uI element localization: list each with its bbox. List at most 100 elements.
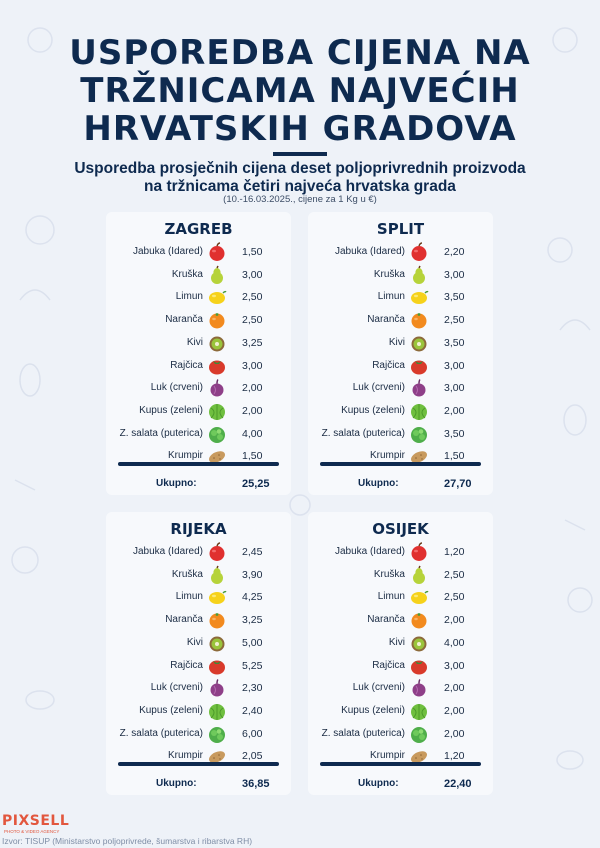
product-name: Limun (377, 291, 405, 303)
pear-icon (207, 565, 227, 585)
price-row: Krumpir 1,50 (308, 446, 493, 468)
product-name: Jabuka (Idared) (334, 246, 405, 257)
price-row: Limun 4,25 (106, 587, 291, 609)
price-value: 3,50 (444, 427, 465, 440)
price-row: Kruška 3,00 (308, 265, 493, 287)
product-name: Kivi (186, 336, 203, 348)
product-name: Z. salata (puterica) (321, 727, 405, 739)
price-row: Naranča 2,50 (308, 310, 493, 332)
product-name: Z. salata (puterica) (119, 727, 203, 739)
cabbage-icon (409, 701, 429, 721)
title-divider (273, 152, 327, 156)
price-row: Z. salata (puterica) 3,50 (308, 424, 493, 446)
kiwi-icon (409, 633, 429, 653)
product-name: Limun (377, 591, 405, 603)
potato-icon (409, 446, 429, 466)
price-value: 3,00 (444, 659, 465, 672)
price-row: Rajčica 5,25 (106, 656, 291, 678)
tomato-icon (409, 656, 429, 676)
kiwi-icon (207, 333, 227, 353)
tomato-icon (207, 356, 227, 376)
product-name: Rajčica (372, 659, 405, 671)
product-name: Luk (crveni) (150, 382, 203, 394)
price-value: 2,45 (242, 546, 263, 558)
apple-icon (207, 542, 227, 562)
price-value: 3,25 (242, 336, 263, 349)
price-row: Z. salata (puterica) 2,00 (308, 724, 493, 746)
title-line: TRŽNICAMA NAJVEĆIH (80, 71, 520, 111)
price-row: Rajčica 3,00 (308, 656, 493, 678)
product-name: Limun (175, 591, 203, 603)
total-label: Ukupno: (358, 478, 399, 489)
tomato-icon (409, 356, 429, 376)
product-name: Z. salata (puterica) (119, 427, 203, 439)
price-row: Limun 3,50 (308, 287, 493, 309)
product-name: Luk (crveni) (150, 682, 203, 694)
product-name: Kupus (zeleni) (139, 704, 203, 716)
price-value: 3,50 (444, 336, 465, 349)
price-row: Jabuka (Idared) 1,50 (106, 242, 291, 264)
price-row: Naranča 3,25 (106, 610, 291, 632)
price-value: 2,00 (444, 727, 465, 740)
price-value: 2,50 (444, 591, 465, 604)
lettuce-icon (207, 724, 227, 744)
page-title: USPOREDBA CIJENA NA TRŽNICAMA NAJVEĆIH H… (0, 34, 600, 148)
price-row: Kivi 3,25 (106, 333, 291, 355)
lettuce-icon (207, 424, 227, 444)
page-subtitle: Usporedba prosječnih cijena deset poljop… (0, 160, 600, 196)
price-value: 1,20 (444, 546, 465, 558)
price-value: 3,00 (242, 359, 263, 372)
pixsell-logo: PIXSELL (2, 813, 70, 829)
product-name: Jabuka (Idared) (334, 546, 405, 557)
city-card-zagreb: ZAGREB Jabuka (Idared) 1,50 Kruška 3,00 Limun… (106, 212, 291, 495)
product-name: Kruška (373, 568, 405, 580)
subtitle-line: Usporedba prosječnih cijena deset poljop… (74, 160, 526, 177)
onion-icon (409, 378, 429, 398)
product-name: Jabuka (Idared) (132, 546, 203, 557)
product-name: Kruška (171, 268, 203, 280)
price-value: 3,00 (242, 268, 263, 281)
orange-icon (409, 310, 429, 330)
potato-icon (207, 446, 227, 466)
product-name: Naranča (367, 314, 405, 326)
price-row: Krumpir 1,20 (308, 746, 493, 768)
price-value: 1,50 (242, 246, 263, 258)
price-value: 1,50 (444, 450, 465, 463)
total-label: Ukupno: (156, 478, 197, 489)
price-row: Z. salata (puterica) 6,00 (106, 724, 291, 746)
price-value: 4,00 (444, 636, 465, 649)
price-value: 3,00 (444, 268, 465, 281)
price-row: Rajčica 3,00 (106, 356, 291, 378)
total-divider (118, 762, 279, 766)
total-label: Ukupno: (358, 778, 399, 789)
lemon-icon (409, 287, 429, 307)
price-row: Limun 2,50 (308, 587, 493, 609)
cabbage-icon (409, 401, 429, 421)
source-note: Izvor: TISUP (Ministarstvo poljoprivrede… (2, 836, 253, 846)
price-value: 2,05 (242, 750, 263, 763)
tomato-icon (207, 656, 227, 676)
product-name: Naranča (367, 614, 405, 626)
product-name: Kupus (zeleni) (139, 404, 203, 416)
total-value: 36,85 (242, 778, 270, 790)
onion-icon (409, 678, 429, 698)
potato-icon (409, 746, 429, 766)
price-row: Rajčica 3,00 (308, 356, 493, 378)
kiwi-icon (409, 333, 429, 353)
price-value: 3,00 (444, 359, 465, 372)
price-value: 3,00 (444, 382, 465, 395)
apple-icon (207, 242, 227, 262)
product-name: Kivi (388, 336, 405, 348)
product-name: Jabuka (Idared) (132, 246, 203, 257)
price-value: 2,50 (242, 291, 263, 304)
price-row: Kruška 3,00 (106, 265, 291, 287)
product-name: Kupus (zeleni) (341, 404, 405, 416)
price-value: 2,40 (242, 704, 263, 717)
price-row: Kupus (zeleni) 2,00 (308, 701, 493, 723)
product-name: Naranča (165, 614, 203, 626)
orange-icon (409, 610, 429, 630)
city-name: RIJEKA (170, 520, 227, 538)
product-name: Krumpir (369, 450, 405, 462)
price-value: 2,20 (444, 246, 465, 258)
cabbage-icon (207, 401, 227, 421)
